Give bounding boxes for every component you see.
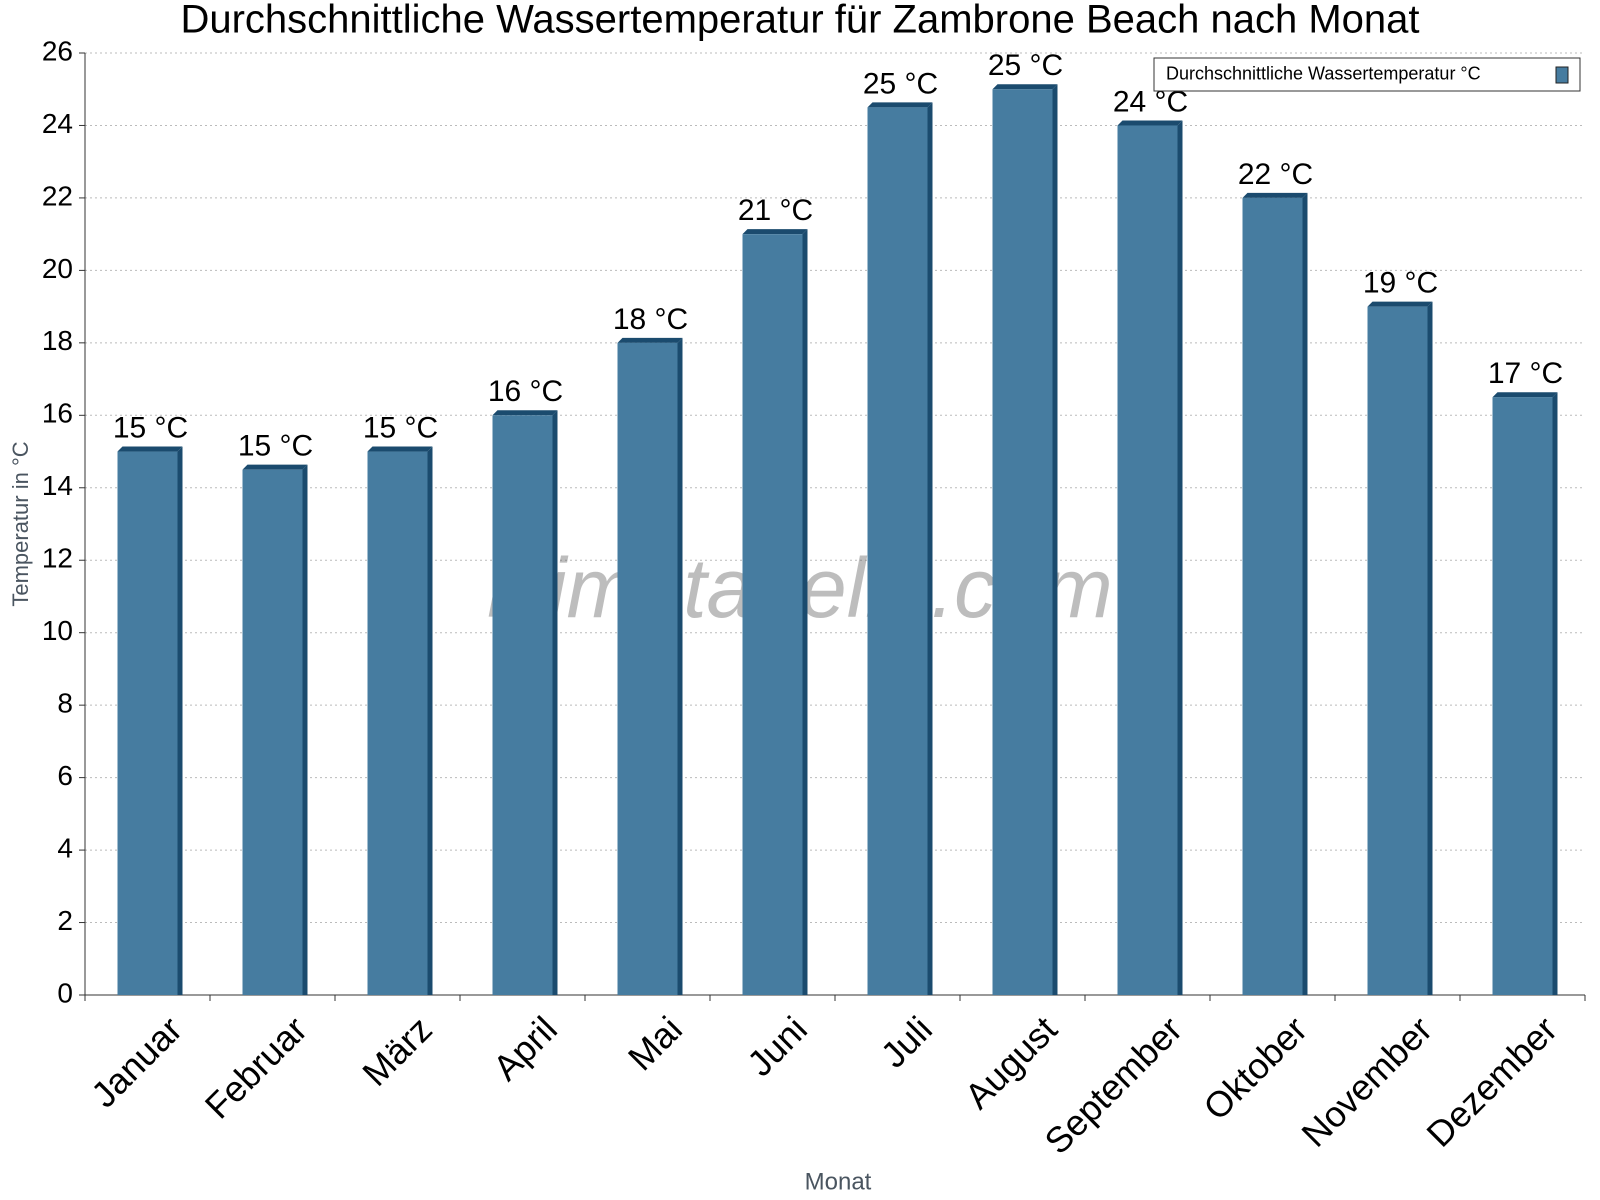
- chart-title: Durchschnittliche Wassertemperatur für Z…: [180, 0, 1419, 42]
- bar-side: [1427, 301, 1433, 996]
- bar-side: [1302, 192, 1308, 995]
- bar: [992, 89, 1053, 995]
- bar-side: [677, 337, 683, 995]
- bar: [1492, 397, 1553, 995]
- data-label: 17 °C: [1488, 357, 1563, 390]
- bar: [867, 107, 928, 996]
- bar-top: [1367, 301, 1433, 307]
- bar-side: [427, 446, 433, 995]
- x-tick-label: April: [485, 1008, 565, 1088]
- y-tick-label: 20: [42, 253, 73, 284]
- y-tick-label: 0: [57, 977, 73, 1008]
- x-tick-label: März: [354, 1008, 440, 1094]
- legend-label: Durchschnittliche Wassertemperatur °C: [1166, 63, 1481, 83]
- y-tick-label: 24: [42, 108, 73, 139]
- bar-side: [302, 464, 308, 996]
- data-label: 25 °C: [863, 67, 938, 100]
- data-label: 22 °C: [1238, 158, 1313, 191]
- data-label: 21 °C: [738, 194, 813, 227]
- bar-top: [367, 446, 433, 452]
- bar-top: [867, 102, 933, 108]
- legend-box: [1153, 57, 1581, 92]
- bar-side: [927, 102, 933, 996]
- y-tick-label: 16: [42, 398, 73, 429]
- data-label: 15 °C: [113, 411, 188, 444]
- bar: [242, 469, 303, 996]
- bar-top: [1492, 392, 1558, 398]
- x-tick-label: September: [1036, 1008, 1190, 1162]
- bar: [117, 451, 178, 995]
- bar-side: [1177, 120, 1183, 995]
- bar-top: [617, 337, 683, 343]
- data-label: 15 °C: [363, 411, 438, 444]
- y-tick-label: 2: [57, 905, 73, 936]
- x-tick-label: Dezember: [1418, 1008, 1564, 1154]
- bar-side: [802, 229, 808, 996]
- y-tick-label: 26: [42, 35, 73, 66]
- bar: [1242, 197, 1303, 995]
- data-label: 18 °C: [613, 303, 688, 336]
- bar-top: [117, 446, 183, 452]
- bar-top: [992, 84, 1058, 90]
- data-label: 25 °C: [988, 49, 1063, 82]
- bar-side: [177, 446, 183, 995]
- bar: [492, 415, 553, 995]
- bar-top: [492, 410, 558, 416]
- bar: [617, 342, 678, 995]
- x-tick-label: Juni: [739, 1008, 815, 1084]
- bar: [367, 451, 428, 995]
- y-tick-label: 4: [57, 832, 73, 863]
- y-tick-label: 8: [57, 688, 73, 719]
- bar-top: [242, 464, 308, 470]
- bar: [1117, 125, 1178, 995]
- y-tick-label: 18: [42, 325, 73, 356]
- x-tick-label: Januar: [83, 1008, 190, 1115]
- bar-top: [1242, 192, 1308, 198]
- x-tick-label: August: [957, 1008, 1065, 1116]
- y-tick-label: 12: [42, 543, 73, 574]
- data-label: 16 °C: [488, 375, 563, 408]
- y-tick-label: 14: [42, 470, 73, 501]
- y-axis-title: Temperatur in °C: [8, 441, 33, 606]
- y-tick-label: 6: [57, 760, 73, 791]
- bar-side: [1052, 84, 1058, 995]
- y-tick-label: 22: [42, 180, 73, 211]
- bar-top: [742, 229, 808, 235]
- x-tick-label: Mai: [620, 1008, 690, 1078]
- bar: [1367, 306, 1428, 996]
- x-axis-title: Monat: [805, 1168, 872, 1195]
- x-tick-label: Februar: [197, 1008, 315, 1126]
- data-label: 15 °C: [238, 430, 313, 463]
- y-tick-label: 10: [42, 615, 73, 646]
- x-tick-label: Juli: [873, 1008, 940, 1075]
- data-label: 19 °C: [1363, 267, 1438, 300]
- x-tick-label: November: [1293, 1008, 1439, 1154]
- bar: [742, 234, 803, 996]
- x-tick-label: Oktober: [1195, 1008, 1315, 1128]
- legend-swatch: [1555, 66, 1569, 84]
- bar-side: [552, 410, 558, 995]
- bar-side: [1552, 392, 1558, 995]
- bar-top: [1117, 120, 1183, 126]
